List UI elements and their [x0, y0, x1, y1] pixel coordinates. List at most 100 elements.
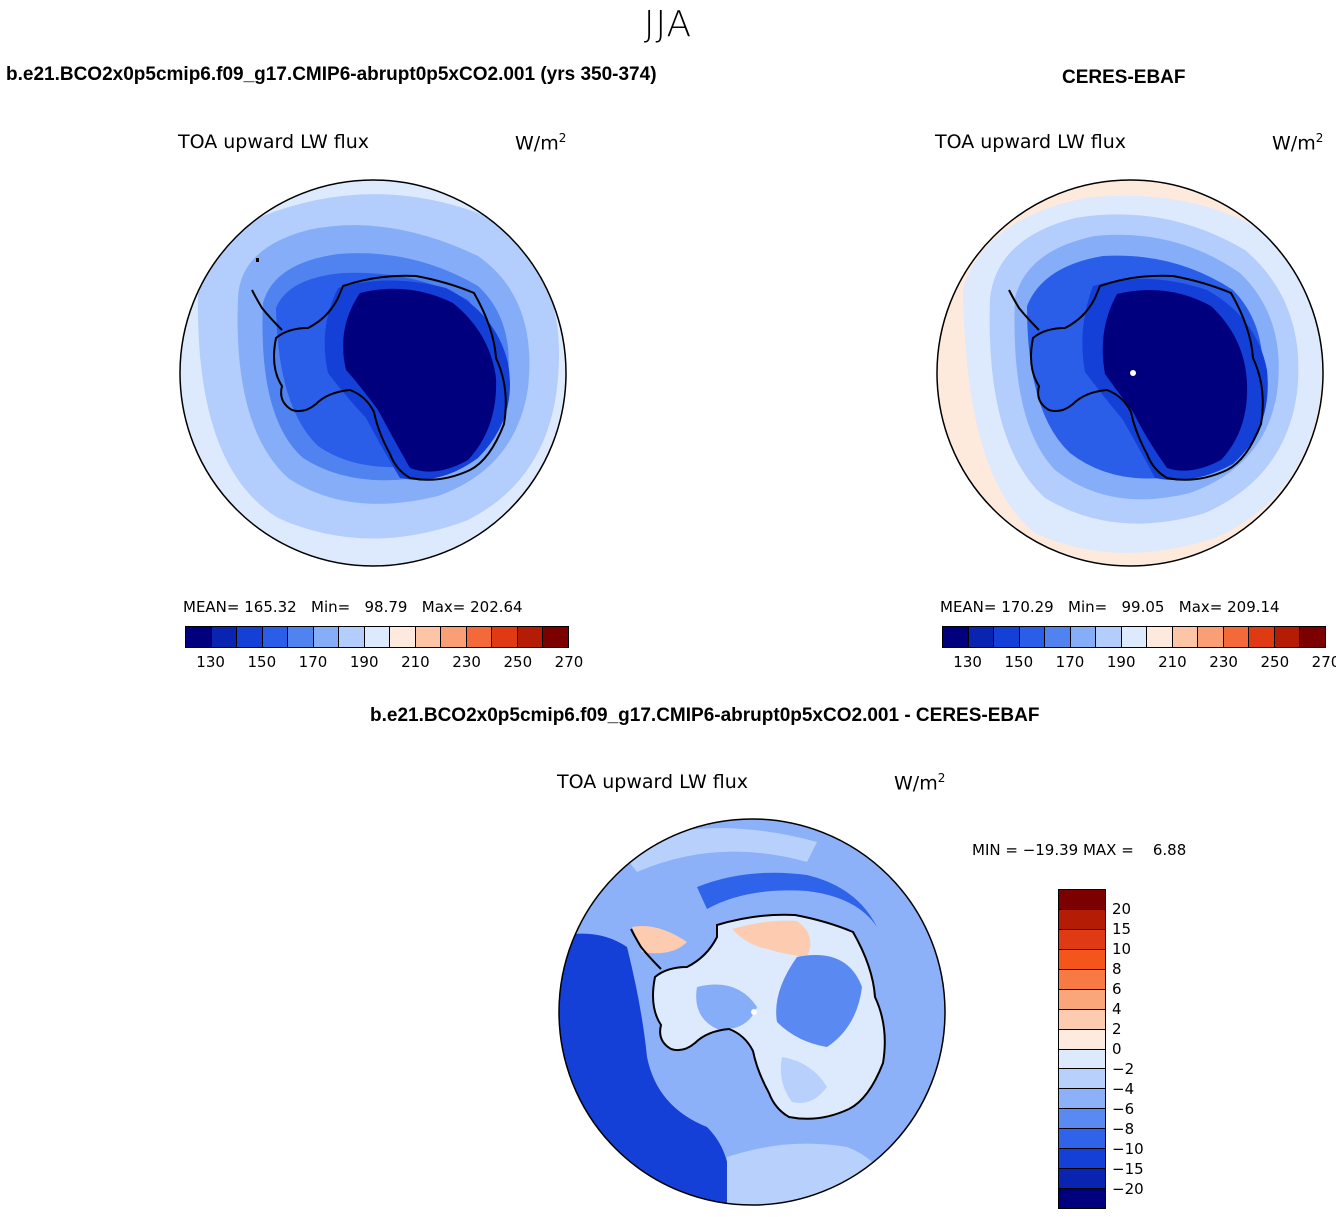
left-map-border — [179, 179, 567, 567]
diff-colorbar-swatch — [1059, 1189, 1105, 1208]
left-variable-title: TOA upward LW flux — [178, 131, 370, 153]
diff-colorbar-swatch — [1059, 1169, 1105, 1190]
left-stats: MEAN= 165.32 Min= 98.79 Max= 202.64 — [183, 598, 523, 616]
right-antarctica-coastline — [1030, 274, 1264, 481]
diff-warm-patch — [632, 926, 687, 954]
diff-colorbar-tick-label: 15 — [1112, 920, 1132, 938]
right-variable-title: TOA upward LW flux — [935, 131, 1127, 153]
right-peninsula — [1008, 289, 1040, 331]
right-colorbar-tick-label: 250 — [1260, 653, 1290, 671]
diff-colorbar-tick-label: −10 — [1112, 1140, 1144, 1158]
diff-antarctica-coastline — [652, 913, 886, 1120]
right-map — [935, 178, 1325, 568]
left-colorbar-swatch — [543, 627, 568, 647]
left-colorbar-tick-label: 190 — [349, 653, 379, 671]
diff-colorbar-tick-label: 4 — [1112, 1000, 1122, 1018]
right-colorbar-swatch — [1147, 627, 1173, 647]
left-contour-130 — [343, 288, 497, 472]
right-colorbar-swatch — [1121, 627, 1148, 647]
diff-colorbar-tick-label: −15 — [1112, 1160, 1144, 1178]
right-colorbar-swatch — [1249, 627, 1275, 647]
right-colorbar-tick-label: 270 — [1311, 653, 1336, 671]
diff-peninsula — [630, 928, 662, 970]
right-colorbar-tick-label: 170 — [1055, 653, 1085, 671]
right-colorbar-swatch — [1274, 627, 1301, 647]
right-colorbar-swatch — [1223, 627, 1250, 647]
diff-colorbar-tick-label: −2 — [1112, 1060, 1135, 1078]
left-antarctica-coastline — [273, 274, 507, 481]
diff-stats: MIN = −19.39 MAX = 6.88 — [972, 841, 1187, 859]
right-map-border — [936, 179, 1324, 567]
left-colorbar-swatch — [466, 627, 493, 647]
diff-colorbar-tick-label: 0 — [1112, 1040, 1122, 1058]
right-colorbar-swatch — [1070, 627, 1097, 647]
left-colorbar-swatch — [492, 627, 518, 647]
right-contour-130 — [1102, 290, 1248, 471]
right-colorbar-ticks: 130 150 170 190 210 230 250 270 — [942, 653, 1336, 673]
diff-colorbar-swatch — [1059, 890, 1105, 910]
diff-colorbar-tick-label: 20 — [1112, 900, 1132, 918]
diff-colorbar-swatch — [1059, 969, 1105, 990]
left-colorbar-swatch — [390, 627, 416, 647]
diff-interior-blue-west — [696, 984, 757, 1030]
left-colorbar-swatch — [262, 627, 289, 647]
diff-colorbar — [1058, 889, 1106, 1209]
right-colorbar-swatch — [1019, 627, 1046, 647]
left-peninsula — [251, 289, 283, 331]
left-island — [256, 258, 259, 262]
right-map-svg — [936, 179, 1324, 567]
right-colorbar — [942, 626, 1326, 648]
right-colorbar-tick-label: 210 — [1158, 653, 1187, 671]
diff-colorbar-tick-label: 2 — [1112, 1020, 1122, 1038]
diff-interior-light — [780, 1057, 827, 1103]
diff-colorbar-swatch — [1059, 1009, 1105, 1030]
diff-colorbar-swatch — [1059, 909, 1105, 930]
left-colorbar-swatch — [415, 627, 442, 647]
left-colorbar-swatch — [211, 627, 238, 647]
right-pole-dot — [1130, 370, 1136, 376]
left-colorbar-swatch — [237, 627, 263, 647]
diff-colorbar-tick-label: 10 — [1112, 940, 1132, 958]
right-colorbar-tick-label: 130 — [953, 653, 982, 671]
diff-map-svg — [558, 818, 946, 1206]
diff-colorbar-swatch — [1059, 1069, 1105, 1090]
right-colorbar-swatch — [1300, 627, 1325, 647]
right-colorbar-tick-label: 190 — [1106, 653, 1136, 671]
left-colorbar-tick-label: 210 — [401, 653, 430, 671]
left-colorbar — [185, 626, 569, 648]
right-units: W/m2 — [1272, 131, 1324, 155]
diff-colorbar-swatch — [1059, 929, 1105, 950]
diff-colorbar-swatch — [1059, 1149, 1105, 1170]
diff-colorbar-tick-label: −4 — [1112, 1080, 1135, 1098]
diff-ring-dark — [697, 872, 877, 927]
right-colorbar-swatch — [968, 627, 995, 647]
diff-pole-dot — [751, 1009, 757, 1015]
left-colorbar-tick-label: 150 — [247, 653, 277, 671]
right-colorbar-tick-label: 150 — [1004, 653, 1034, 671]
right-colorbar-swatch — [1198, 627, 1224, 647]
left-colorbar-tick-label: 230 — [452, 653, 481, 671]
diff-colorbar-swatch — [1059, 1129, 1105, 1150]
right-colorbar-swatch — [1096, 627, 1122, 647]
right-colorbar-swatch — [943, 627, 969, 647]
diff-colorbar-tick-label: 6 — [1112, 980, 1122, 998]
diff-colorbar-swatch — [1059, 1029, 1105, 1050]
diff-colorbar-tick-label: −20 — [1112, 1180, 1144, 1198]
left-colorbar-tick-label: 250 — [503, 653, 533, 671]
diff-units: W/m2 — [894, 771, 946, 795]
diff-map-border — [558, 818, 946, 1206]
diff-map — [557, 817, 947, 1207]
diff-colorbar-swatch — [1059, 1109, 1105, 1130]
left-colorbar-swatch — [441, 627, 467, 647]
left-colorbar-tick-label: 270 — [554, 653, 584, 671]
right-stats: MEAN= 170.29 Min= 99.05 Max= 209.14 — [940, 598, 1280, 616]
left-colorbar-ticks: 130 150 170 190 210 230 250 270 — [185, 653, 583, 673]
right-case-title: CERES-EBAF — [1062, 67, 1186, 88]
diff-colorbar-swatch — [1059, 949, 1105, 970]
right-colorbar-swatch — [994, 627, 1020, 647]
left-colorbar-swatch — [313, 627, 340, 647]
right-colorbar-swatch — [1045, 627, 1071, 647]
left-colorbar-swatch — [339, 627, 365, 647]
left-map — [178, 178, 568, 568]
left-map-svg — [179, 179, 567, 567]
